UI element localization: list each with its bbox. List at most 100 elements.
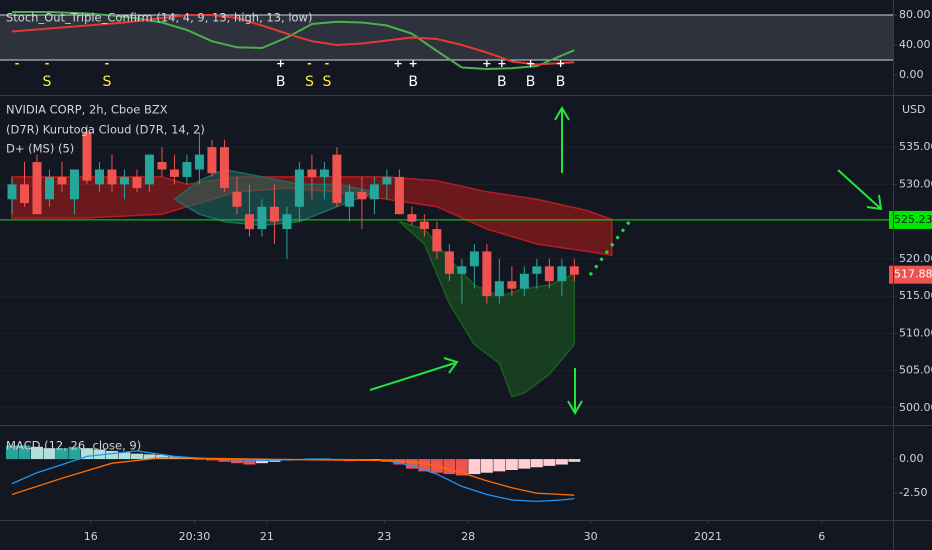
arrow-right (369, 357, 459, 391)
candle-body (332, 154, 342, 204)
price-label-box (889, 265, 932, 284)
y-tick-label: 510.00 (899, 326, 932, 339)
signal-symbol: + (497, 57, 506, 70)
y-tick-label: 535.00 (899, 140, 932, 153)
x-tick-label: 2021 (694, 530, 722, 543)
y-tick-label: 40.00 (899, 38, 931, 51)
candle-body (219, 147, 229, 189)
candle-body (419, 221, 429, 230)
signal-symbol: + (409, 57, 418, 70)
candle-body (169, 169, 179, 177)
candle-body (507, 281, 517, 289)
histogram-bar (530, 459, 543, 468)
indicator-title: (D7R) Kurutoga Cloud (D7R, 14, 2) (6, 123, 205, 137)
candle-body (232, 191, 242, 207)
histogram-bar (568, 459, 581, 462)
candle-body (7, 184, 17, 200)
candle-body (144, 154, 154, 185)
signal-symbol: + (482, 57, 491, 70)
signal-symbol: - (105, 57, 110, 70)
series-line (11, 457, 575, 496)
histogram-bar (155, 455, 168, 460)
candle-body (19, 184, 29, 204)
candle-body (519, 273, 529, 289)
histogram-bar (418, 459, 431, 472)
signal-symbol: + (276, 57, 285, 70)
annotation-arrows (369, 106, 883, 415)
signal-label: S (305, 74, 314, 90)
candle-body (382, 176, 392, 185)
arrow-down (567, 368, 583, 415)
candle-body (482, 251, 492, 297)
histogram-bar (118, 452, 131, 460)
candle-body (307, 169, 317, 177)
pane-title: MACD (12, 26, close, 9) (6, 439, 141, 453)
signal-label: S (103, 74, 112, 90)
candle-body (469, 251, 479, 267)
histogram-bar (505, 459, 518, 470)
y-tick-label: 530.00 (899, 177, 932, 190)
signal-symbol: + (394, 57, 403, 70)
histogram-bar (93, 449, 106, 460)
y-tick-label: 520.00 (899, 252, 932, 265)
histogram-bar (68, 446, 81, 460)
histogram-bar (43, 448, 56, 460)
signal-label: S (322, 74, 331, 90)
candle-body (244, 214, 254, 230)
x-tick-label: 16 (84, 530, 98, 543)
histogram-bar (243, 459, 256, 465)
histogram-bar (543, 459, 556, 466)
series-line (11, 14, 575, 66)
arrow-diagonal (837, 169, 883, 211)
y-tick-label: 500.00 (899, 401, 932, 414)
axis-unit: USD (902, 103, 926, 116)
candle-body (444, 251, 454, 274)
y-tick-label: 80.00 (899, 8, 931, 21)
histogram-bar (443, 459, 456, 475)
candle-body (544, 266, 554, 282)
cloud (398, 220, 576, 398)
histogram-bar (218, 459, 231, 462)
candle-body (119, 176, 129, 185)
x-tick-label: 23 (377, 530, 391, 543)
histogram-bar (468, 459, 481, 475)
candle-body (207, 147, 217, 174)
candle-body (32, 162, 42, 215)
histogram-bar (5, 445, 18, 460)
candle-body (94, 169, 104, 185)
histogram-bar (55, 448, 68, 460)
candle-body (532, 266, 542, 274)
histogram-bar (143, 454, 156, 460)
candle-body (269, 206, 279, 222)
histogram-bar (480, 459, 493, 473)
band-fill (0, 14, 893, 60)
histogram-bar (18, 445, 31, 460)
y-tick-label: 0.00 (899, 68, 924, 81)
signal-symbol: - (45, 57, 50, 70)
histogram-bar (193, 458, 206, 460)
candle-body (157, 162, 167, 170)
signal-label: B (276, 74, 286, 90)
y-tick-label: -2.50 (899, 486, 927, 499)
candle-body (82, 132, 92, 181)
candle-body (557, 266, 567, 282)
histogram-bar (405, 459, 418, 469)
candle-body (282, 214, 292, 230)
signal-label: B (408, 74, 418, 90)
candle-body (457, 266, 467, 274)
price-label: 517.88 (894, 268, 932, 281)
histogram-bar (230, 459, 243, 464)
candle-body (432, 229, 442, 252)
candle-body (494, 281, 504, 297)
histogram-bar (130, 453, 143, 460)
candle-body (357, 191, 367, 200)
pane-title: Stoch_Out_Triple_Confirm (14, 4, 9, 13, … (6, 11, 312, 25)
histogram-bar (105, 450, 118, 460)
signal-symbol: - (307, 57, 312, 70)
signal-symbol: - (15, 57, 20, 70)
candle-body (132, 176, 142, 189)
signal-label: S (43, 74, 52, 90)
histogram-bar (205, 459, 218, 461)
